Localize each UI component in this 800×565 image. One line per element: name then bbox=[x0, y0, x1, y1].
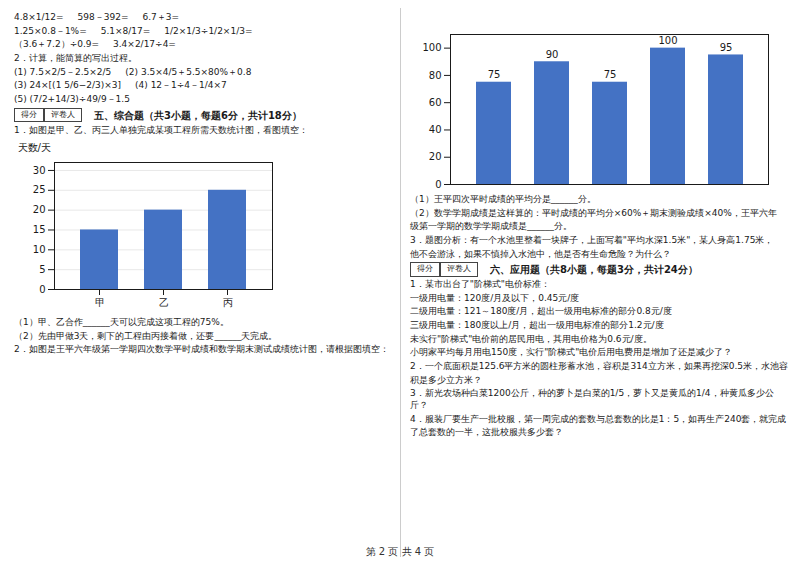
html-text:五、综合题（共3小题，每题6分，共计18分）: 五、综合题（共3小题，每题6分，共计18分） bbox=[94, 109, 302, 121]
svg-text:0: 0 bbox=[435, 179, 441, 190]
html-text:(2) 3.5×4/5＋5.5×80%＋0.8: (2) 3.5×4/5＋5.5×80%＋0.8 bbox=[125, 66, 252, 77]
svg-text:100: 100 bbox=[658, 35, 677, 46]
html-text:（3.6＋7.2）÷0.9=: （3.6＋7.2）÷0.9= bbox=[14, 39, 99, 50]
svg-text:20: 20 bbox=[429, 151, 442, 162]
html-text:1．如图是甲、乙、丙三人单独完成某项工程所需天数统计图，看图: 1．如图是甲、乙、丙三人单独完成某项工程所需天数统计图，看图填空： bbox=[14, 125, 308, 136]
html-text:一级用电量：120度/月及以下，0.45元/度: 一级用电量：120度/月及以下，0.45元/度 bbox=[410, 292, 580, 303]
svg-text:丙: 丙 bbox=[223, 296, 233, 307]
html-text:二级用电量：121～180度/月，超出一级用电标准的部分0.: 二级用电量：121～180度/月，超出一级用电标准的部分0.8元/度 bbox=[410, 306, 672, 317]
svg-text:75: 75 bbox=[604, 69, 617, 80]
html-text:4.8×1/12=: 4.8×1/12= bbox=[14, 12, 64, 22]
svg-text:25: 25 bbox=[33, 184, 46, 195]
svg-text:75: 75 bbox=[488, 69, 501, 80]
svg-text:60: 60 bbox=[429, 97, 442, 108]
html-text:3．题图分析：有一个水池里整着一块牌子，上面写着"平均水深1: 3．题图分析：有一个水池里整着一块牌子，上面写着"平均水深1.5米"，某人身高1… bbox=[410, 235, 774, 246]
html-text:了总套数的一半，这批校服共多少套？: 了总套数的一半，这批校服共多少套？ bbox=[410, 427, 563, 438]
html-text:评卷人: 评卷人 bbox=[51, 109, 75, 119]
html-text:积是多少立方米？: 积是多少立方米？ bbox=[410, 374, 482, 385]
html-text:3．新光农场种白菜1200公斤，种的萝卜是白菜的1/5，萝卜: 3．新光农场种白菜1200公斤，种的萝卜是白菜的1/5，萝卜又是黄瓜的1/4，种… bbox=[410, 388, 774, 410]
svg-text:10: 10 bbox=[33, 244, 46, 255]
html-text:1.25×0.8－1%=: 1.25×0.8－1%= bbox=[14, 25, 87, 36]
html-text:(5) (7/2+14/3)÷49/9－1.5: (5) (7/2+14/3)÷49/9－1.5 bbox=[14, 94, 130, 105]
html-text:六、应用题（共8小题，每题3分，共计24分）: 六、应用题（共8小题，每题3分，共计24分） bbox=[490, 264, 698, 276]
html-text:（2）数学学期成绩是这样算的：平时成绩的平均分×60%＋期末: （2）数学学期成绩是这样算的：平时成绩的平均分×60%＋期末测验成绩×40%，王… bbox=[410, 207, 777, 218]
html-text:级第一学期的数学学期成绩是______分。: 级第一学期的数学学期成绩是______分。 bbox=[410, 221, 572, 232]
html-text:得分: 得分 bbox=[21, 109, 37, 119]
html-text:评卷人: 评卷人 bbox=[447, 264, 471, 274]
svg-text:20: 20 bbox=[33, 204, 46, 215]
html-text:（2）先由甲做3天，剩下的工程由丙接着做，还要______天: （2）先由甲做3天，剩下的工程由丙接着做，还要______天完成。 bbox=[14, 330, 278, 341]
html-text:三级用电量：180度以上/月，超出一级用电标准的部分1.2元: 三级用电量：180度以上/月，超出一级用电标准的部分1.2元/度 bbox=[410, 319, 664, 330]
svg-text:40: 40 bbox=[429, 124, 442, 135]
html-text:2．一个底面积是125.6平方米的圆柱形蓄水池，容积是314: 2．一个底面积是125.6平方米的圆柱形蓄水池，容积是314立方米，如果再挖深0… bbox=[410, 361, 788, 371]
html-text:2．计算，能简算的写出过程。: 2．计算，能简算的写出过程。 bbox=[14, 53, 137, 64]
html-text:得分: 得分 bbox=[417, 264, 433, 274]
html-text:3.4×2/17÷4=: 3.4×2/17÷4= bbox=[113, 39, 176, 50]
html-text:6.7＋3=: 6.7＋3= bbox=[142, 12, 180, 22]
html-text:5.1×8/17=: 5.1×8/17= bbox=[100, 25, 151, 36]
html-text:未实行"阶梯式"电价前的居民用电，其用电价格为0.6元/度。: 未实行"阶梯式"电价前的居民用电，其用电价格为0.6元/度。 bbox=[410, 333, 652, 344]
html-text:他不会游泳，如果不慎掉入水池中，他是否有生命危险？为什么？: 他不会游泳，如果不慎掉入水池中，他是否有生命危险？为什么？ bbox=[410, 248, 671, 259]
html-text:2．如图是王平六年级第一学期四次数学平时成绩和数学期末测试成: 2．如图是王平六年级第一学期四次数学平时成绩和数学期末测试成绩统计图，请根据图填… bbox=[14, 344, 389, 355]
html-text:小明家平均每月用电150度，实行"阶梯式"电价后用电费用是增: 小明家平均每月用电150度，实行"阶梯式"电价后用电费用是增加了还是减少了？ bbox=[410, 347, 733, 358]
html-text:(1) 7.5×2/5－2.5×2/5: (1) 7.5×2/5－2.5×2/5 bbox=[14, 66, 112, 77]
html-text:（1）甲、乙合作______天可以完成这项工程的75%。: （1）甲、乙合作______天可以完成这项工程的75%。 bbox=[14, 316, 229, 327]
svg-text:95: 95 bbox=[720, 42, 733, 53]
svg-text:天数/天: 天数/天 bbox=[18, 141, 51, 152]
html-text:(4) 12－1÷4－1/4×7: (4) 12－1÷4－1/4×7 bbox=[135, 80, 227, 91]
svg-text:15: 15 bbox=[33, 224, 46, 235]
html-text:1/2×1/3÷1/2×1/3=: 1/2×1/3÷1/2×1/3= bbox=[164, 25, 253, 36]
svg-text:5: 5 bbox=[39, 264, 45, 275]
svg-text:30: 30 bbox=[33, 165, 46, 176]
html-text:(3) 24×[(1 5/6−2/3)×3]: (3) 24×[(1 5/6−2/3)×3] bbox=[14, 80, 121, 91]
svg-text:100: 100 bbox=[422, 42, 441, 53]
html-text:（1）王平四次平时成绩的平均分是______分。: （1）王平四次平时成绩的平均分是______分。 bbox=[410, 194, 596, 204]
svg-text:乙: 乙 bbox=[159, 296, 169, 307]
html-text:598－392=: 598－392= bbox=[77, 12, 129, 22]
html-text:4．服装厂要生产一批校服，第一周完成的套数与总套数的比是1：: 4．服装厂要生产一批校服，第一周完成的套数与总套数的比是1：5，如再生产240套… bbox=[410, 413, 787, 424]
html-text:1．某市出台了"阶梯式"电价标准：: 1．某市出台了"阶梯式"电价标准： bbox=[410, 278, 550, 289]
svg-text:80: 80 bbox=[429, 70, 442, 81]
html-text:第 2 页 共 4 页: 第 2 页 共 4 页 bbox=[365, 546, 435, 557]
svg-text:0: 0 bbox=[39, 284, 45, 295]
svg-text:90: 90 bbox=[546, 49, 559, 60]
svg-text:甲: 甲 bbox=[95, 296, 105, 307]
